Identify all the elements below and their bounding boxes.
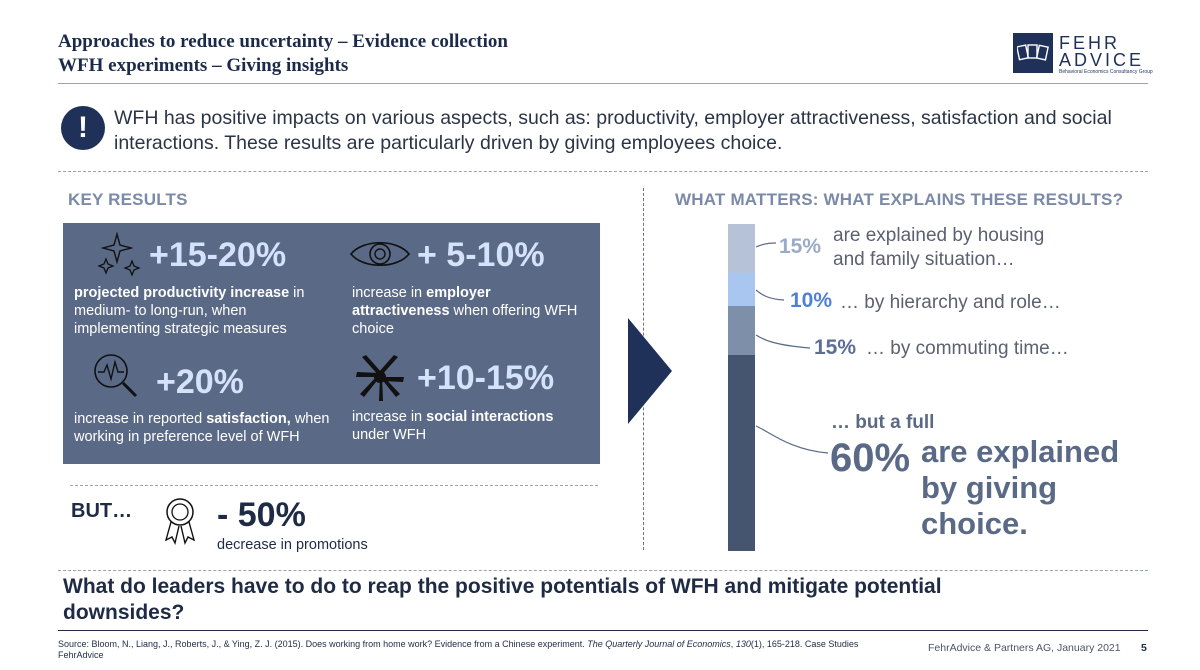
leader-question: What do leaders have to do to reap the p…	[63, 575, 942, 624]
but-a-full-label: … but a full	[831, 412, 935, 433]
attractiveness-description: increase in employer attractiveness when…	[352, 285, 578, 337]
exclamation-icon: !	[61, 106, 105, 150]
page-number: 5	[1141, 642, 1147, 654]
footer-company-date: FehrAdvice & Partners AG, January 2021	[928, 642, 1121, 654]
housing-percent: 15%	[779, 235, 822, 258]
productivity-description: projected productivity increase in mediu…	[74, 285, 305, 337]
title-divider	[58, 83, 1148, 84]
fehr-advice-logo: FEHR ADVICE Behavioral Economics Consult…	[1013, 33, 1153, 75]
footer-divider	[58, 630, 1148, 631]
logo-cards-icon	[1017, 44, 1049, 61]
hierarchy-explanation: … by hierarchy and role…	[840, 292, 1061, 313]
source-citation: Source: Bloom, N., Liang, J., Roberts, J…	[58, 639, 859, 660]
magnifier-heartbeat-icon	[94, 354, 138, 398]
leader-lines	[755, 242, 829, 454]
hierarchy-percent: 10%	[790, 289, 833, 312]
key-results-divider	[70, 485, 598, 486]
title-line-1: Approaches to reduce uncertainty – Evide…	[58, 31, 508, 52]
key-results-panel: +15-20% projected productivity increase …	[63, 223, 600, 464]
sparkles-icon	[97, 231, 141, 277]
social-interactions-description: increase in social interactions under WF…	[352, 409, 554, 443]
attractiveness-value: + 5-10%	[417, 236, 545, 274]
commuting-percent: 15%	[814, 336, 857, 359]
promotions-description: decrease in promotions	[217, 537, 368, 553]
choice-explanation: are explained by giving choice.	[921, 434, 1120, 541]
commuting-explanation: … by commuting time…	[866, 338, 1069, 359]
housing-explanation: are explained by housing and family situ…	[833, 225, 1045, 270]
but-label: BUT…	[71, 500, 133, 522]
section-divider-top	[58, 171, 1148, 172]
logo-text-fehr: FEHR	[1059, 33, 1120, 53]
section-divider-bottom	[58, 570, 1148, 571]
key-statement: WFH has positive impacts on various aspe…	[114, 107, 1112, 154]
satisfaction-description: increase in reported satisfaction, when …	[74, 411, 330, 445]
promotions-value: - 50%	[217, 496, 306, 534]
bar-segment-choice	[728, 355, 755, 551]
page-title: Approaches to reduce uncertainty – Evide…	[58, 30, 508, 78]
title-line-2: WFH experiments – Giving insights	[58, 55, 349, 76]
key-results-heading: KEY RESULTS	[68, 190, 188, 209]
logo-text-advice: ADVICE	[1059, 50, 1145, 70]
logo-mark	[1013, 33, 1053, 73]
eye-icon	[349, 242, 411, 266]
what-matters-heading: WHAT MATTERS: WHAT EXPLAINS THESE RESULT…	[675, 190, 1124, 209]
bar-segment-hierarchy	[728, 273, 755, 306]
satisfaction-value: +20%	[156, 363, 244, 401]
productivity-value: +15-20%	[149, 236, 287, 274]
social-interactions-value: +10-15%	[417, 359, 555, 397]
logo-tagline: Behavioral Economics Consultancy Group	[1059, 69, 1153, 75]
bar-segment-housing	[728, 224, 755, 273]
choice-percent: 60%	[830, 436, 911, 480]
arrow-right-icon	[628, 318, 672, 424]
hands-together-icon	[356, 355, 404, 401]
award-ribbon-icon	[164, 498, 196, 546]
bar-segment-commuting	[728, 306, 755, 355]
